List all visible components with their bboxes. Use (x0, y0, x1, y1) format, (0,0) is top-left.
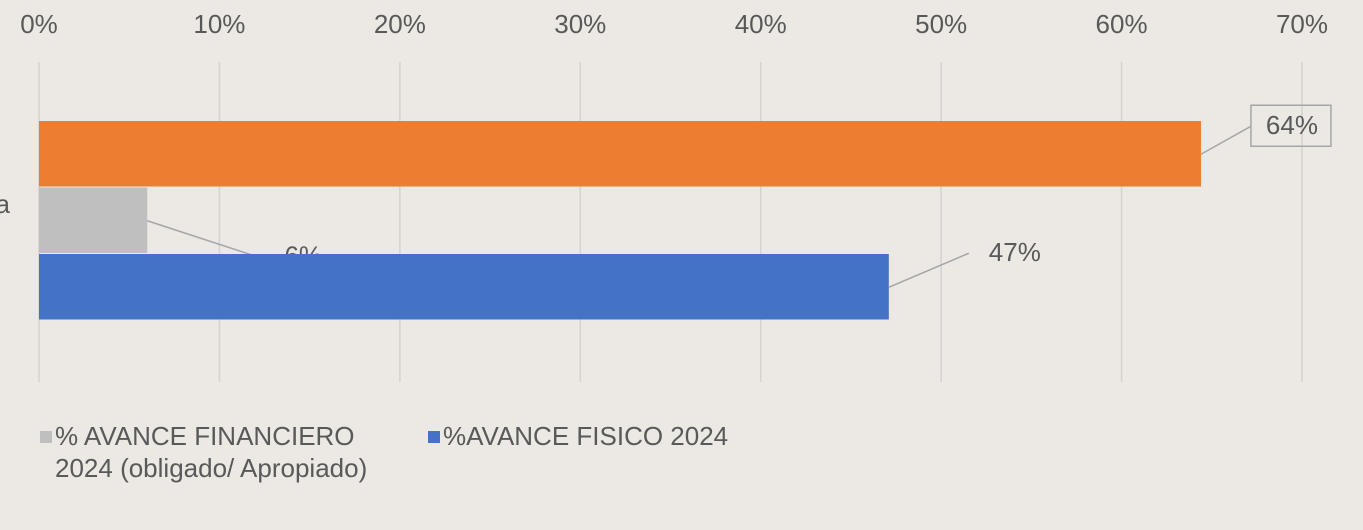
leader-line (1200, 125, 1252, 155)
legend-label: % AVANCE FINANCIERO 2024 (obligado/ Apro… (55, 421, 368, 483)
bar (39, 254, 889, 320)
x-tick-label: 60% (1096, 9, 1148, 39)
x-tick-label: 70% (1276, 9, 1328, 39)
bar (39, 121, 1201, 187)
data-label: 47% (989, 237, 1041, 267)
x-tick-label: 50% (915, 9, 967, 39)
y-tick-label: a (0, 189, 11, 219)
bar (39, 187, 148, 253)
x-tick-label: 20% (374, 9, 426, 39)
x-tick-label: 40% (735, 9, 787, 39)
data-label: 64% (1266, 110, 1318, 140)
legend-swatch (40, 431, 52, 443)
legend-swatch (428, 431, 440, 443)
leader-line (888, 252, 970, 288)
x-tick-label: 30% (554, 9, 606, 39)
leader-line (147, 220, 258, 258)
x-tick-label: 0% (20, 9, 58, 39)
label-box (1250, 104, 1332, 147)
legend-label: %AVANCE FISICO 2024 (443, 421, 729, 451)
x-tick-label: 10% (193, 9, 245, 39)
